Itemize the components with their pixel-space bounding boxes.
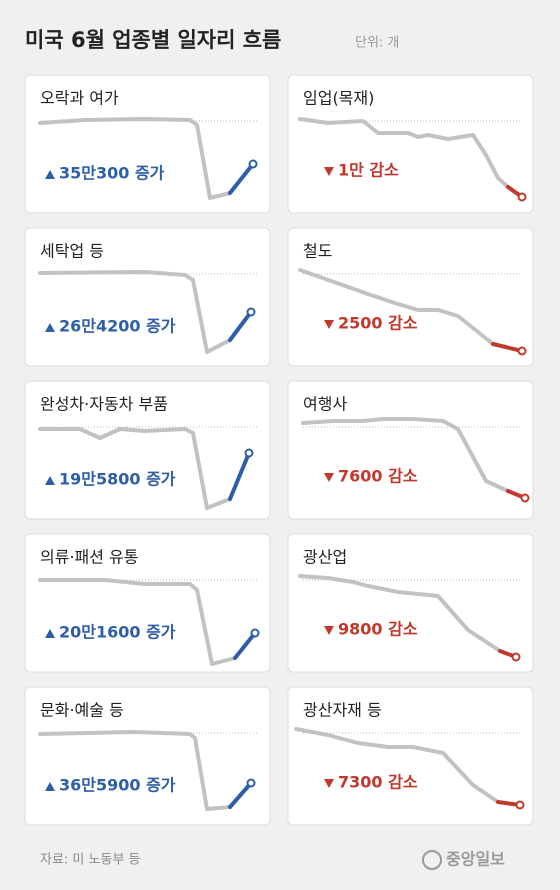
end-point [520, 493, 530, 503]
recent-trend [228, 310, 253, 342]
card-bg [287, 533, 534, 673]
card-bg [287, 227, 534, 367]
card-label: 완성차·자동차 부품 [40, 395, 168, 414]
down-arrow [324, 473, 334, 482]
up-arrow [45, 629, 55, 638]
card-bg [287, 686, 534, 826]
change: 36만5900 증가 [59, 776, 176, 795]
trend-line [298, 268, 495, 346]
card-bg [24, 533, 271, 673]
down-arrow [324, 626, 334, 635]
card-bg [24, 380, 271, 520]
down-arrow [324, 167, 334, 176]
card: 여행사 7600 감소 [287, 380, 534, 520]
card-label: 문화·예술 등 [40, 701, 124, 720]
card-label: 여행사 [303, 395, 347, 414]
change: 7600 감소 [338, 467, 418, 486]
logo: 중앙일보 [446, 850, 505, 869]
trend-line [38, 270, 232, 354]
change: 1만 감소 [338, 161, 399, 180]
unit: 단위: 개 [355, 36, 399, 51]
end-point [515, 800, 525, 810]
card: 오락과 여가 35만300 증가 [24, 74, 271, 214]
change: 26만4200 증가 [59, 317, 176, 336]
up-arrow [45, 782, 55, 791]
up-arrow [45, 170, 55, 179]
card-bg [287, 74, 534, 214]
card-bg [24, 74, 271, 214]
trend-line [38, 730, 232, 811]
recent-trend [491, 342, 524, 353]
recent-trend [233, 631, 257, 660]
trend-line [298, 117, 510, 189]
end-point [511, 652, 521, 662]
card: 문화·예술 등 36만5900 증가 [24, 686, 271, 826]
card-label: 오락과 여가 [40, 89, 119, 108]
card: 의류·패션 유통 20만1600 증가 [24, 533, 271, 673]
card-label: 세탁업 등 [40, 242, 104, 261]
end-point [517, 192, 527, 202]
change: 20만1600 증가 [59, 623, 176, 642]
trend-line [38, 578, 237, 666]
card: 광산업 9800 감소 [287, 533, 534, 673]
end-point [248, 159, 258, 169]
card-bg [24, 686, 271, 826]
card-label: 광산자재 등 [303, 701, 382, 720]
card: 완성차·자동차 부품 19만5800 증가 [24, 380, 271, 520]
end-point [250, 628, 260, 638]
card: 임업(목재) 1만 감소 [287, 74, 534, 214]
logo-icon [422, 850, 442, 870]
trend-line [294, 727, 500, 804]
trend-line [38, 427, 232, 510]
recent-trend [228, 162, 255, 195]
trend-line [298, 574, 502, 653]
change: 35만300 증가 [59, 164, 165, 183]
change: 19만5800 증가 [59, 470, 176, 489]
card: 철도 2500 감소 [287, 227, 534, 367]
card-label: 광산업 [303, 548, 347, 567]
end-point [517, 346, 527, 356]
recent-trend [228, 451, 251, 501]
down-arrow [324, 779, 334, 788]
down-arrow [324, 320, 334, 329]
change: 9800 감소 [338, 620, 418, 639]
card-label: 의류·패션 유통 [40, 548, 139, 567]
card: 광산자재 등 7300 감소 [287, 686, 534, 826]
source: 자료: 미 노동부 등 [40, 853, 141, 868]
card: 세탁업 등 26만4200 증가 [24, 227, 271, 367]
card-label: 철도 [303, 242, 332, 261]
recent-trend [228, 781, 253, 809]
card-label: 임업(목재) [303, 89, 374, 108]
up-arrow [45, 323, 55, 332]
end-point [244, 448, 254, 458]
change: 7300 감소 [338, 773, 418, 792]
end-point [246, 778, 256, 788]
title: 미국 6월 업종별 일자리 흐름 [25, 28, 281, 52]
end-point [246, 307, 256, 317]
trend-line [301, 417, 510, 493]
up-arrow [45, 476, 55, 485]
change: 2500 감소 [338, 314, 418, 333]
trend-line [38, 117, 232, 200]
card-bg [287, 380, 534, 520]
card-bg [24, 227, 271, 367]
